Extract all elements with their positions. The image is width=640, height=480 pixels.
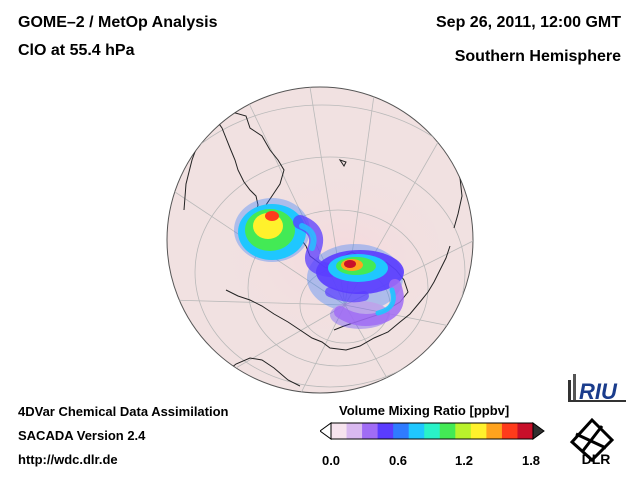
colorbar-over-arrow [532,422,545,440]
colorbar-segment [424,423,441,439]
colorbar-segment [346,423,363,439]
colorbar-tick-0: 0.0 [321,453,341,468]
colorbar-tick-3: 1.8 [521,453,541,468]
colorbar-segment [377,423,394,439]
map-title: GOME–2 / MetOp Analysis [18,14,218,31]
colorbar [320,422,545,440]
datetime: Sep 26, 2011, 12:00 GMT [436,14,621,31]
colorbar-segment [486,423,503,439]
footer-version: SACADA Version 2.4 [18,428,146,443]
colorbar-segment [408,423,425,439]
riu-logo: RIU [568,374,626,404]
footer-method: 4DVar Chemical Data Assimilation [18,404,229,419]
colorbar-tick-2: 1.2 [454,453,474,468]
colorbar-under-arrow [320,422,332,440]
clo-plume [234,198,404,329]
colorbar-segment [517,423,534,439]
region: Southern Hemisphere [454,48,621,65]
riu-logo-text: RIU [579,379,618,404]
dlr-logo-text: DLR [582,451,611,467]
colorbar-segment [470,423,487,439]
colorbar-tick-1: 0.6 [388,453,408,468]
colorbar-segment [501,423,519,439]
plume-west-peak [265,211,279,221]
island-south-georgia [338,159,347,167]
antarctica-coast [225,245,451,351]
colorbar-segment [455,423,472,439]
colorbar-segment [362,423,379,439]
colorbar-segment [439,423,456,439]
colorbar-segment [393,423,410,439]
colorbar-label: Volume Mixing Ratio [ppbv] [339,403,510,418]
plume-hook [334,279,404,326]
species-level: ClO at 55.4 hPa [18,42,135,59]
footer-url: http://wdc.dlr.de [18,452,118,467]
plume-east-peak [344,260,356,268]
ice-shelf [225,357,301,387]
colorbar-segment [331,423,348,439]
dlr-logo: DLR [569,417,615,467]
